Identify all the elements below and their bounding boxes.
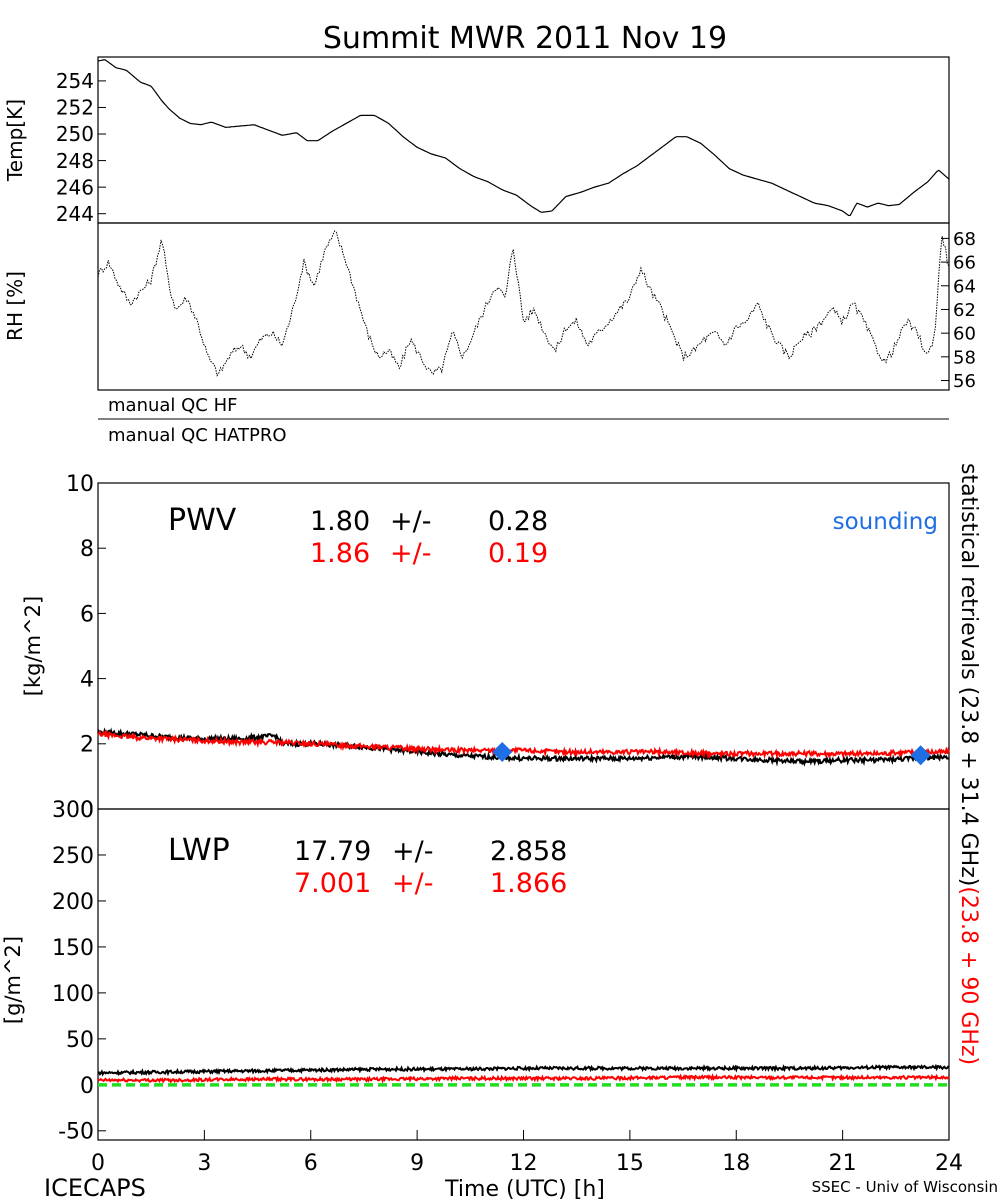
lwp-stat-mean: 7.001 [294, 868, 371, 899]
pwv-stat-pm: +/- [390, 538, 431, 569]
rh-series-line-black [97, 230, 950, 377]
lwp-ytick-label: 300 [52, 798, 94, 823]
pwv-yticks: 0 2 4 6 8 10 [66, 472, 106, 823]
sounding-point [492, 741, 513, 762]
rh-ytick-label: 56 [953, 371, 976, 392]
pwv-series-line-red [97, 728, 950, 760]
temp-ytick-label: 244 [56, 202, 94, 226]
lwp-ytick-label: 50 [66, 1028, 94, 1053]
lwp-ytick-label: 150 [52, 936, 94, 961]
rh-ytick-label: 66 [953, 253, 976, 274]
pwv-label: PWV [168, 503, 237, 538]
temp-ytick-label: 254 [56, 69, 94, 93]
pwv-series [97, 727, 950, 767]
side-label: statistical retrievals (23.8 + 31.4 GHz)… [956, 463, 981, 1065]
pwv-stats-black: 1.80 +/- 0.28 [310, 506, 548, 537]
qc-label-hf: manual QC HF [108, 395, 237, 416]
pwv-stat-mean: 1.86 [310, 538, 370, 569]
lwp-stats-red: 7.001 +/- 1.866 [294, 868, 567, 899]
rh-ytick-label: 68 [953, 229, 976, 250]
figure-title: Summit MWR 2011 Nov 19 [323, 21, 727, 56]
lwp-yticks: -50 0 50 100 150 200 250 300 [52, 798, 106, 1145]
rh-series [97, 230, 950, 377]
lwp-ytick-label: -50 [58, 1120, 94, 1145]
pwv-stat-pm: +/- [390, 506, 431, 537]
lwp-stat-std: 2.858 [490, 836, 567, 867]
temp-series-line-black [97, 59, 950, 217]
pwv-ytick-label: 2 [80, 733, 94, 758]
lwp-ytick-label: 100 [52, 982, 94, 1007]
xtick-label: 3 [197, 1151, 211, 1176]
xtick-label: 21 [829, 1151, 857, 1176]
rh-ytick-label: 60 [953, 324, 976, 345]
footer-right: SSEC - Univ of Wisconsin [812, 1178, 998, 1196]
lwp-ylabel: [g/m^2] [1, 936, 25, 1024]
x-axis-ticks: 0 3 6 9 12 15 18 21 24 [91, 1130, 963, 1176]
temp-ytick-label: 248 [56, 149, 94, 173]
temp-plot-frame [97, 56, 950, 224]
xtick-label: 24 [935, 1151, 963, 1176]
xtick-label: 12 [510, 1151, 538, 1176]
pwv-stats-red: 1.86 +/- 0.19 [310, 538, 548, 569]
pwv-stat-mean: 1.80 [310, 506, 370, 537]
xtick-label: 6 [304, 1151, 318, 1176]
lwp-stat-pm: +/- [392, 868, 433, 899]
rh-ylabel: RH [%] [3, 271, 27, 341]
pwv-ytick-label: 8 [80, 537, 94, 562]
pwv-ylabel: [kg/m^2] [21, 596, 45, 696]
sounding-legend: sounding [833, 509, 938, 535]
temp-series [97, 59, 950, 217]
rh-plot-frame [97, 222, 950, 391]
lwp-ytick-label: 250 [52, 844, 94, 869]
pwv-ytick-label: 0 [80, 798, 94, 823]
xtick-label: 0 [91, 1151, 105, 1176]
x-axis-label: Time (UTC) [h] [444, 1177, 605, 1200]
lwp-ytick-label: 200 [52, 890, 94, 915]
side-label-red: (23.8 + 90 GHz) [956, 886, 981, 1065]
lwp-ytick-label: 0 [80, 1074, 94, 1099]
rh-ytick-label: 62 [953, 300, 976, 321]
lwp-series-line-black [97, 1063, 950, 1077]
lwp-label: LWP [168, 833, 230, 868]
temp-ytick-label: 246 [56, 175, 94, 199]
side-label-black: statistical retrievals (23.8 + 31.4 GHz) [956, 463, 981, 886]
pwv-ytick-label: 10 [66, 472, 94, 497]
pwv-stat-std: 0.19 [488, 538, 548, 569]
temp-ylabel: Temp[K] [3, 99, 27, 182]
pwv-series-line-black [97, 727, 950, 767]
rh-ytick-label: 58 [953, 347, 976, 368]
lwp-series [97, 1063, 950, 1087]
lwp-stat-mean: 17.79 [294, 836, 371, 867]
xtick-label: 15 [616, 1151, 644, 1176]
pwv-ytick-label: 6 [80, 602, 94, 627]
pwv-panel: 0 2 4 6 8 10 [kg/m^2] PWV 1.80 +/- 0.28 1.86 … [21, 472, 950, 823]
sounding-point [910, 745, 931, 766]
qc-rows: manual QC HF manual QC HATPRO [98, 395, 949, 446]
xtick-label: 9 [410, 1151, 424, 1176]
pwv-ytick-label: 4 [80, 668, 94, 693]
pwv-stat-std: 0.28 [488, 506, 548, 537]
qc-label-hatpro: manual QC HATPRO [108, 425, 287, 446]
temp-ytick-label: 250 [56, 122, 94, 146]
rh-ytick-label: 64 [953, 276, 976, 297]
lwp-series-line-red [97, 1073, 950, 1084]
footer-left: ICECAPS [44, 1174, 146, 1200]
temp-ytick-label: 252 [56, 96, 94, 120]
lwp-stats-black: 17.79 +/- 2.858 [294, 836, 567, 867]
xtick-label: 18 [722, 1151, 750, 1176]
lwp-stat-pm: +/- [392, 836, 433, 867]
lwp-stat-std: 1.866 [490, 868, 567, 899]
